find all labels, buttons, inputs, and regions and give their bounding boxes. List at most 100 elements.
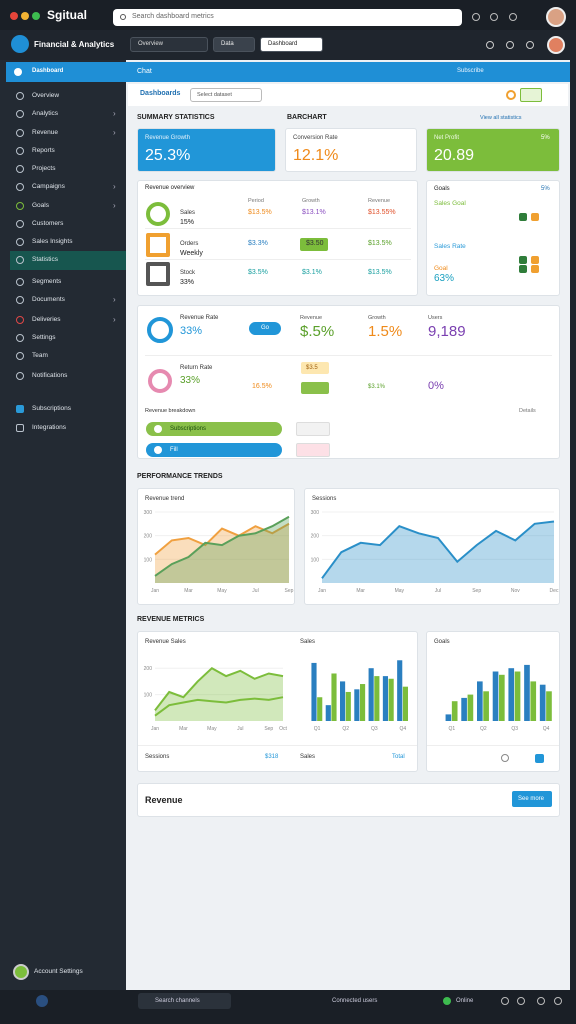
nav-tab[interactable] <box>213 37 255 52</box>
progress-label: Fill <box>170 447 178 453</box>
x-tick-label: Q2 <box>480 726 487 732</box>
nav-icon[interactable] <box>506 41 514 49</box>
y-tick-label: 300 <box>311 510 320 516</box>
y-tick-label: 100 <box>144 693 153 699</box>
status-search-label[interactable]: Search channels <box>155 998 200 1004</box>
section-link[interactable]: View all statistics <box>480 115 522 121</box>
sidebar-active[interactable] <box>10 251 126 270</box>
nav-tab-label[interactable]: Dashboard <box>268 41 298 47</box>
window-button[interactable] <box>10 12 18 20</box>
bar <box>467 694 474 721</box>
sidebar-item[interactable]: Reports <box>32 147 55 154</box>
progress-chip[interactable] <box>296 443 330 457</box>
chart: Sessions 100 200 300 Jan Mar May Jul Sep Nov Dec <box>311 496 559 594</box>
table-header: Period <box>248 198 264 204</box>
nav-tab[interactable] <box>260 37 323 52</box>
bar <box>514 671 521 721</box>
bar <box>331 673 337 721</box>
goals-toggle[interactable] <box>531 256 539 264</box>
header-action[interactable]: Subscribe <box>457 68 484 74</box>
goals-toggle[interactable] <box>519 265 527 273</box>
window-button[interactable] <box>21 12 29 20</box>
status-icon[interactable] <box>537 997 545 1005</box>
stat-label: Users <box>428 315 443 321</box>
sidebar-header[interactable] <box>6 62 126 82</box>
sidebar-item[interactable]: Notifications <box>32 372 68 379</box>
window-button[interactable] <box>32 12 40 20</box>
search-box[interactable] <box>113 9 462 26</box>
breadcrumb-title: Dashboards <box>140 90 181 97</box>
toolbar-icon[interactable] <box>490 13 498 21</box>
toolbar-icon[interactable] <box>472 13 480 21</box>
toolbar-icon[interactable] <box>509 13 517 21</box>
sidebar-item[interactable]: Projects <box>32 165 56 172</box>
progress-link[interactable]: Details <box>519 408 536 414</box>
x-tick-label: Jul <box>252 588 258 594</box>
x-tick-label: Dec <box>550 588 559 594</box>
header-label: Chat <box>137 68 152 75</box>
x-tick-label: Q4 <box>400 726 407 732</box>
nav-tab-label[interactable]: Overview <box>138 41 164 47</box>
nav-tab[interactable] <box>130 37 208 52</box>
sidebar-item[interactable]: Revenue <box>32 129 59 136</box>
chart: Revenue trend 100 200 300 Jan Mar May Jul Sep <box>144 496 294 594</box>
nav-tab-label[interactable]: Data <box>221 41 234 47</box>
sidebar-item[interactable]: Customers <box>32 220 64 227</box>
bar <box>499 674 505 721</box>
filter-icon[interactable] <box>506 90 516 100</box>
status-icon[interactable] <box>554 997 562 1005</box>
metric-button-label[interactable]: Go <box>261 325 270 331</box>
filter-button[interactable] <box>520 88 542 102</box>
select-box[interactable] <box>190 88 262 102</box>
nav-icon[interactable] <box>486 41 494 49</box>
sidebar-item[interactable]: Segments <box>32 278 62 285</box>
sidebar-item[interactable]: Deliveries <box>32 316 61 323</box>
section-title: SUMMARY STATISTICS <box>137 114 215 121</box>
goals-toggle[interactable] <box>531 213 539 221</box>
sidebar-item[interactable]: Goals <box>32 202 49 209</box>
select-label[interactable]: Select dataset <box>197 92 232 98</box>
goals-toggle[interactable] <box>519 256 527 264</box>
toggle[interactable] <box>501 754 509 762</box>
status-icon[interactable] <box>517 997 525 1005</box>
x-tick-label: May <box>207 726 217 732</box>
row-cell: $3.5% <box>248 269 268 276</box>
avatar[interactable] <box>546 7 566 27</box>
sidebar-item[interactable]: Statistics <box>32 256 59 263</box>
sidebar-extra[interactable]: Integrations <box>32 424 66 431</box>
chart-title: Revenue trend <box>145 496 184 502</box>
user-avatar[interactable] <box>13 964 29 980</box>
sidebar-icon <box>16 220 24 228</box>
goals-toggle[interactable] <box>531 265 539 273</box>
metric-button[interactable] <box>249 322 281 335</box>
user-name[interactable]: Account Settings <box>34 968 83 975</box>
x-tick-label: Jul <box>237 726 243 732</box>
sidebar-title[interactable]: Dashboard <box>32 68 64 74</box>
status-search[interactable] <box>138 993 231 1009</box>
sidebar-item[interactable]: Campaigns <box>32 183 65 190</box>
bar <box>397 660 403 721</box>
progress-chip[interactable] <box>296 422 330 436</box>
footer-button-label[interactable]: See more <box>518 796 545 802</box>
sidebar-item[interactable]: Overview <box>32 92 60 99</box>
goals-toggle[interactable] <box>519 213 527 221</box>
sidebar-item[interactable]: Team <box>32 352 48 359</box>
sidebar-item[interactable]: Documents <box>32 296 65 303</box>
row-value: Weekly <box>180 250 203 257</box>
sidebar-item[interactable]: Settings <box>32 334 56 341</box>
footer-button[interactable] <box>512 791 552 807</box>
table-card <box>137 180 418 296</box>
kpi-value: 12.1% <box>293 147 339 164</box>
toggle[interactable] <box>535 754 544 763</box>
stat-value: 1.5% <box>368 323 403 340</box>
section-title: PERFORMANCE TRENDS <box>137 473 223 480</box>
nav-icon[interactable] <box>526 41 534 49</box>
donut <box>148 369 172 393</box>
sidebar-extra[interactable]: Subscriptions <box>32 405 72 412</box>
x-tick-label: Mar <box>179 726 188 732</box>
kpi-card <box>285 128 417 172</box>
sidebar-item[interactable]: Analytics <box>32 110 59 117</box>
sidebar-item[interactable]: Sales Insights <box>32 238 73 245</box>
nav-avatar[interactable] <box>547 36 565 54</box>
status-icon[interactable] <box>501 997 509 1005</box>
